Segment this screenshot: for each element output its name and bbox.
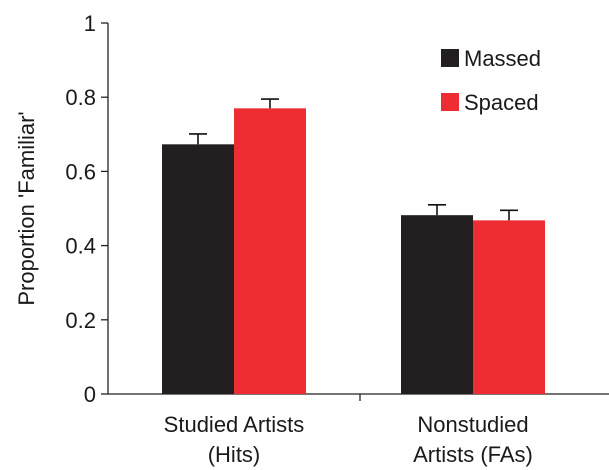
y-tick-label: 1 <box>84 11 96 36</box>
x-category-label: Studied Artists <box>164 412 305 437</box>
y-tick-label: 0.2 <box>65 308 96 333</box>
y-tick-label: 0.8 <box>65 85 96 110</box>
y-axis-title: Proportion 'Familiar' <box>14 111 39 305</box>
y-tick-label: 0.6 <box>65 159 96 184</box>
x-category-label: Artists (FAs) <box>413 442 533 467</box>
legend-swatch-spaced <box>441 93 459 111</box>
bar-massed-1 <box>162 144 234 394</box>
x-category-label: Nonstudied <box>417 412 528 437</box>
legend: Massed Spaced <box>441 46 541 115</box>
bar-massed-2 <box>401 215 473 394</box>
y-tick-label: 0.4 <box>65 234 96 259</box>
y-tick-label: 0 <box>84 382 96 407</box>
bar-spaced-2 <box>473 220 545 394</box>
x-category-label: (Hits) <box>208 442 261 467</box>
labels: 0 0.2 0.4 0.6 0.8 1 Proportion 'Familiar' Studi… <box>14 11 533 467</box>
bar-spaced-1 <box>234 108 306 394</box>
legend-swatch-massed <box>441 49 459 67</box>
legend-label-spaced: Spaced <box>464 90 539 115</box>
legend-label-massed: Massed <box>464 46 541 71</box>
bars <box>162 98 545 394</box>
